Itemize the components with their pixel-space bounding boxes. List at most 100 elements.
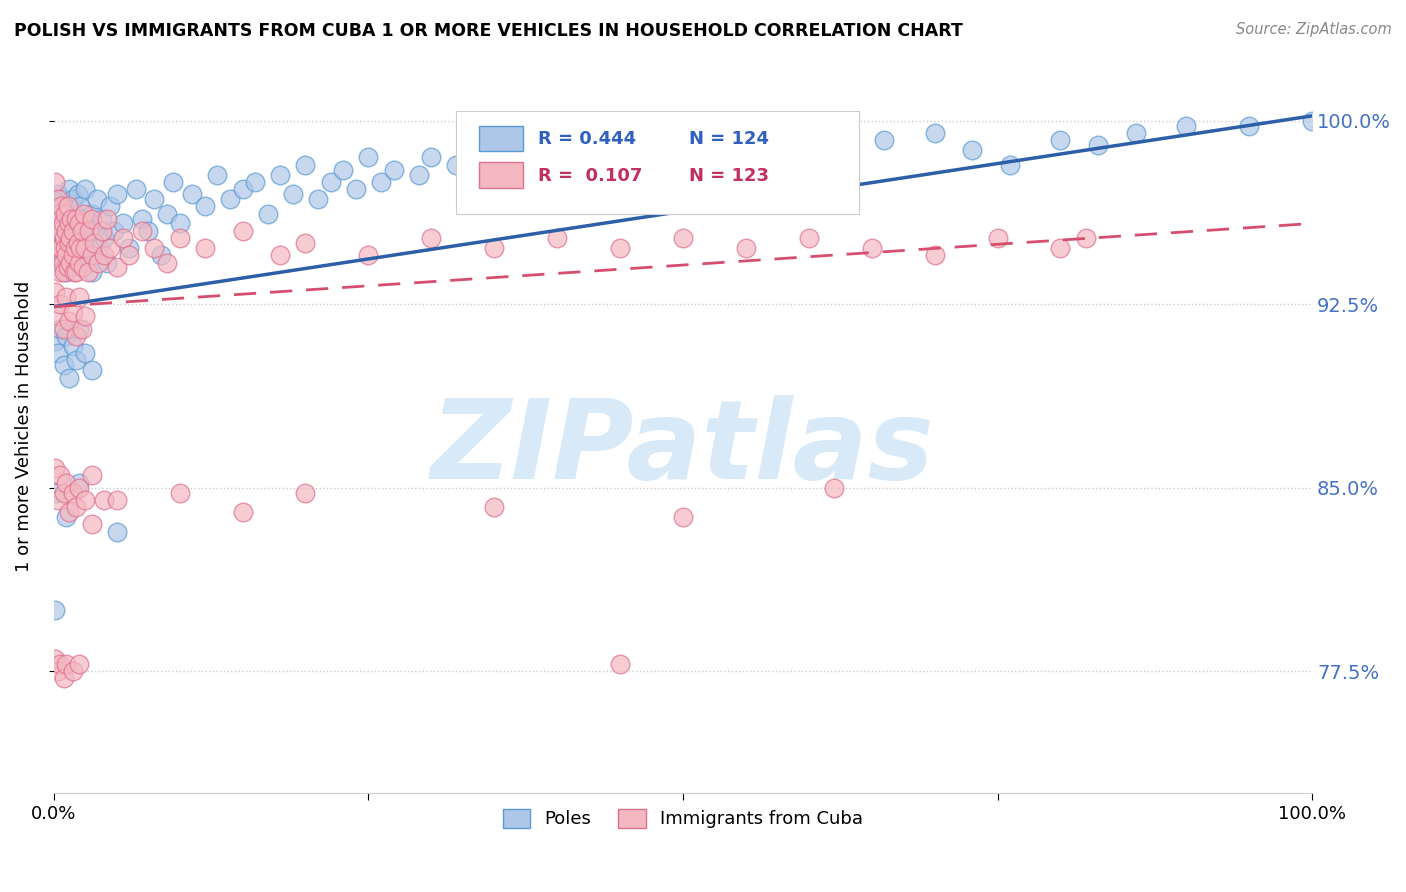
Point [382,162,405,177]
Point [80,211,103,226]
Point [533,150,555,164]
Point [112,231,135,245]
Text: N = 124: N = 124 [689,130,769,148]
Point [797,231,820,245]
Point [103,224,125,238]
Point [89,241,111,255]
Point [332,162,354,177]
Point [53,224,76,238]
Point [80,207,103,221]
Text: R =  0.107: R = 0.107 [538,167,643,185]
Point [294,158,316,172]
Point [62,224,84,238]
Point [58,235,80,250]
Point [143,192,166,206]
Point [156,207,179,221]
Point [56,231,79,245]
Point [609,168,631,182]
Point [62,248,84,262]
Point [100,241,122,255]
Point [67,231,90,245]
Point [860,241,883,255]
Point [56,260,79,275]
Point [62,339,84,353]
Point [65,329,87,343]
Point [53,241,76,255]
Point [83,224,105,238]
Point [207,168,229,182]
Point [52,217,75,231]
Point [65,217,87,231]
Point [672,510,695,524]
Point [194,241,217,255]
Point [55,224,77,238]
Point [67,290,90,304]
Point [55,265,77,279]
Point [169,485,191,500]
Point [58,182,80,196]
Point [52,248,75,262]
Point [609,657,631,671]
Point [998,158,1021,172]
Point [65,248,87,262]
Point [58,217,80,231]
Point [55,657,77,671]
Point [797,138,820,153]
Point [93,231,115,245]
Point [65,265,87,279]
Point [59,255,82,269]
Bar [479,126,523,152]
Point [672,231,695,245]
Point [307,192,329,206]
Point [56,199,79,213]
Point [65,241,87,255]
Point [48,241,70,255]
Point [118,241,141,255]
Point [77,248,100,262]
Point [723,133,745,147]
Point [83,235,105,250]
Point [1087,138,1109,153]
Point [65,353,87,368]
Point [44,603,66,617]
Point [52,260,75,275]
Point [66,235,89,250]
Point [63,235,86,250]
Point [67,481,90,495]
Point [52,207,75,221]
Point [53,207,76,221]
Point [46,492,69,507]
Point [124,182,146,196]
Point [67,260,90,275]
Point [46,664,69,678]
Text: N = 123: N = 123 [689,167,769,185]
Point [194,199,217,213]
Point [46,310,69,324]
Point [58,211,80,226]
Point [55,199,77,213]
Point [62,485,84,500]
FancyBboxPatch shape [457,111,859,214]
Point [49,224,72,238]
Point [80,265,103,279]
Text: ZIPatlas: ZIPatlas [432,395,935,502]
Point [105,260,128,275]
Point [169,217,191,231]
Point [51,192,73,206]
Point [243,175,266,189]
Point [105,524,128,539]
Point [100,199,122,213]
Point [75,310,97,324]
Point [281,187,304,202]
Point [70,241,93,255]
Text: Source: ZipAtlas.com: Source: ZipAtlas.com [1236,22,1392,37]
Point [471,168,494,182]
Point [269,248,291,262]
Point [1301,113,1323,128]
Point [45,211,67,226]
Point [90,224,112,238]
Point [65,211,87,226]
Point [55,510,77,524]
Point [232,224,254,238]
Point [835,158,858,172]
